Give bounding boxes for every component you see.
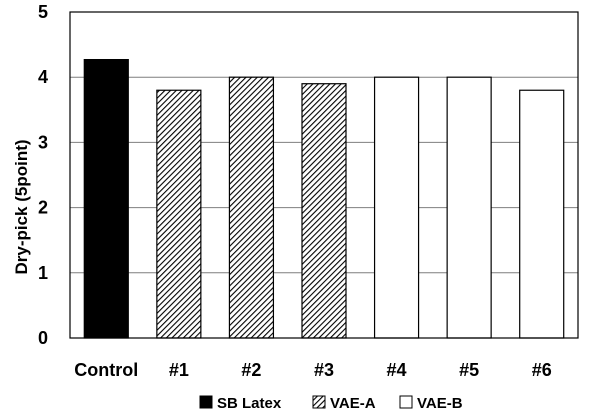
bar-2 <box>156 89 202 339</box>
bar-5 <box>373 76 420 339</box>
legend-label: SB Latex <box>217 395 282 412</box>
plot-frame <box>69 11 579 339</box>
bar-7 <box>519 89 565 339</box>
legend-label: VAE-A <box>330 395 376 412</box>
y-tick-label: 5 <box>38 2 48 22</box>
x-tick-label: Control <box>74 360 138 380</box>
x-tick-label: #3 <box>314 360 334 380</box>
legend-swatch <box>312 395 326 409</box>
legend-swatch <box>199 395 213 409</box>
legend: SB Latex VAE-A VAE-B <box>199 395 463 412</box>
x-tick-label: #4 <box>387 360 407 380</box>
x-tick-labels: Control #1 #2 #3 #4 #5 #6 <box>74 360 551 380</box>
x-tick-label: #5 <box>459 360 479 380</box>
bar-6 <box>446 76 492 339</box>
bar-1 <box>83 58 129 339</box>
bar-4 <box>301 83 347 339</box>
legend-label: VAE-B <box>417 395 463 412</box>
y-tick-labels: 0 1 2 3 4 5 <box>38 2 48 348</box>
bar-3 <box>228 76 275 339</box>
y-tick-label: 4 <box>38 67 48 87</box>
legend-swatch <box>399 395 413 409</box>
y-tick-label: 2 <box>38 198 48 218</box>
y-tick-label: 3 <box>38 132 48 152</box>
bars <box>83 58 565 339</box>
x-tick-label: #2 <box>241 360 261 380</box>
x-tick-label: #1 <box>169 360 189 380</box>
axes <box>69 11 579 339</box>
y-tick-label: 1 <box>38 263 48 283</box>
x-tick-label: #6 <box>532 360 552 380</box>
y-tick-label: 0 <box>38 328 48 348</box>
y-axis-title: Dry-pick (5point) <box>12 139 31 274</box>
